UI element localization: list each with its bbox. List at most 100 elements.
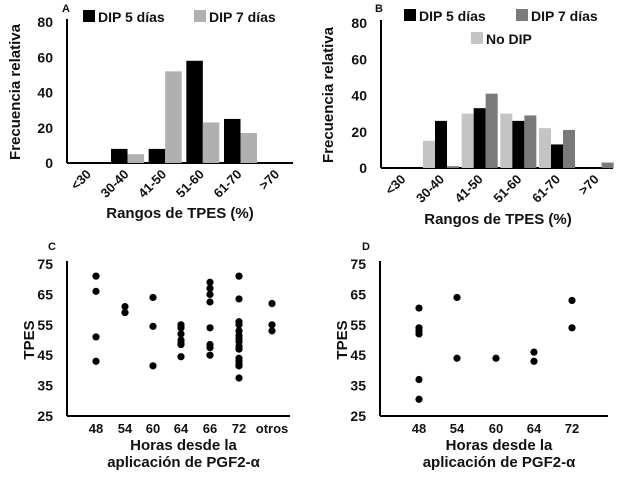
panel-d-point	[568, 296, 576, 305]
panel-d-x-axis-label-line2: aplicación de PGF2-α	[423, 454, 576, 471]
panel-b-x-tick-label: 41-50	[452, 172, 486, 206]
panel-c-y-tick-label: 65	[37, 286, 53, 302]
panel-c-x-axis-label-line1: Horas desde la	[130, 437, 237, 454]
panel-d-point	[568, 324, 576, 332]
panel-a-legend-swatch	[194, 10, 206, 22]
panel-b-legend-label: DIP 7 días	[531, 8, 598, 24]
panel-c-point	[92, 272, 100, 280]
panel-c-x-tick-label: 72	[232, 421, 246, 436]
panel-b-bar	[447, 166, 459, 168]
panel-d-x-tick-label: 54	[450, 421, 465, 436]
panel-b-y-tick-label: 20	[351, 124, 367, 140]
panel-b-y-axis-label: Frecuencia relativa	[320, 26, 337, 163]
panel-b-y-tick-label: 80	[351, 15, 367, 31]
panel-d-point	[530, 348, 538, 356]
panel-b-bar	[601, 162, 614, 168]
panel-a-legend-swatch	[83, 10, 95, 22]
panel-c-point	[206, 344, 214, 352]
panel-b-y-tick-label: 0	[359, 160, 367, 176]
panel-b-bar	[500, 113, 513, 168]
panel-a-x-tick-label: >70	[256, 167, 282, 193]
panel-d-point	[415, 330, 423, 338]
panel-a-bar	[240, 133, 257, 163]
panel-b-bar	[512, 120, 525, 168]
panel-a-y-tick-label: 80	[37, 14, 53, 30]
panel-d-y-tick-label: 55	[350, 317, 366, 333]
panel-c-x-tick-label: 60	[146, 421, 160, 436]
panel-c-x-tick-label: 66	[203, 421, 217, 436]
panel-c-point	[206, 351, 214, 359]
panel-c-point	[235, 374, 243, 382]
panel-b-bar	[485, 93, 498, 168]
panel-a-bar	[186, 60, 203, 163]
panel-a-bar	[165, 71, 182, 163]
panel-c-point	[177, 330, 185, 338]
panel-b-legend-label: No DIP	[486, 31, 532, 47]
panel-b-legend-swatch	[471, 32, 483, 44]
panel-c-point	[149, 322, 157, 330]
panel-d-point	[415, 375, 423, 384]
panel-b-x-tick-label: 30-40	[413, 172, 447, 206]
panel-d-point	[453, 293, 461, 302]
panel-b-x-tick-label: <30	[382, 172, 408, 198]
panel-c-y-tick-label: 25	[37, 408, 53, 424]
panel-c-point	[235, 345, 243, 353]
panel-a-bar	[202, 122, 220, 163]
panel-c-point	[206, 298, 214, 306]
panel-b-label: B	[375, 3, 383, 15]
panel-c-y-tick-label: 55	[37, 317, 53, 333]
panel-d-point	[492, 354, 500, 362]
panel-b-x-tick-label: >70	[576, 172, 602, 198]
panel-b-bar	[461, 113, 474, 168]
panel-c-point	[235, 321, 243, 329]
panel-c-label: C	[48, 241, 56, 253]
panel-c-y-tick-label: 35	[37, 378, 53, 394]
panel-c-point	[92, 357, 100, 365]
panel-b-bar	[435, 120, 447, 168]
panel-d-x-tick-label: 60	[489, 421, 503, 436]
panel-d-x-tick-label: 72	[565, 421, 579, 436]
panel-d-point	[453, 354, 461, 362]
panel-d-y-axis-label: TPES	[334, 320, 351, 359]
panel-b-y-tick-label: 60	[351, 51, 367, 67]
panel-c-point	[149, 362, 157, 370]
panel-d-y-tick-label: 45	[350, 347, 366, 363]
panel-c-y-tick-label: 45	[37, 347, 53, 363]
panel-b-x-axis-label: Rangos de TPES (%)	[424, 211, 572, 228]
panel-c-y-tick-label: 75	[37, 256, 53, 272]
panel-c-x-axis-label-line2: aplicación de PGF2-α	[107, 454, 260, 471]
panel-c-point	[206, 278, 214, 286]
panel-c-x-tick-label: 54	[118, 421, 133, 436]
panel-a-x-tick-label: 61-70	[211, 167, 245, 201]
panel-c-point	[149, 293, 157, 302]
panel-c-point	[177, 340, 185, 349]
panel-c-point	[235, 272, 243, 280]
panel-c-x-tick-label: 48	[89, 421, 103, 436]
panel-b-bar	[539, 128, 551, 168]
panel-a-bar	[224, 118, 241, 163]
panel-a-x-tick-label: 51-60	[173, 167, 207, 201]
panel-c-point	[235, 295, 243, 303]
panel-b-legend-swatch	[516, 9, 528, 21]
panel-a-legend-label: DIP 5 días	[98, 9, 165, 25]
panel-a-x-tick-label: <30	[68, 167, 94, 193]
panel-a-x-axis-label: Rangos de TPES (%)	[106, 205, 254, 222]
panel-d-y-tick-label: 25	[350, 408, 366, 424]
panel-a-y-tick-label: 0	[45, 155, 53, 171]
panel-c-point	[177, 353, 185, 361]
panel-b-x-tick-label: 61-70	[529, 172, 563, 206]
panel-c-x-tick-label: otros	[256, 421, 289, 436]
panel-d-point	[415, 395, 423, 403]
panel-c-point	[268, 321, 276, 329]
panel-a-x-tick-label: 41-50	[135, 167, 169, 201]
panel-d-y-tick-label: 65	[350, 286, 366, 302]
panel-b-bar	[524, 115, 537, 168]
panel-c-point	[235, 362, 243, 370]
panel-d-y-tick-label: 75	[350, 256, 366, 272]
panel-a-bar	[148, 148, 166, 163]
panel-c-point	[206, 324, 214, 332]
panel-c-point	[206, 284, 214, 292]
panel-a-x-tick-label: 30-40	[98, 167, 132, 201]
panel-b-bar	[473, 108, 486, 168]
